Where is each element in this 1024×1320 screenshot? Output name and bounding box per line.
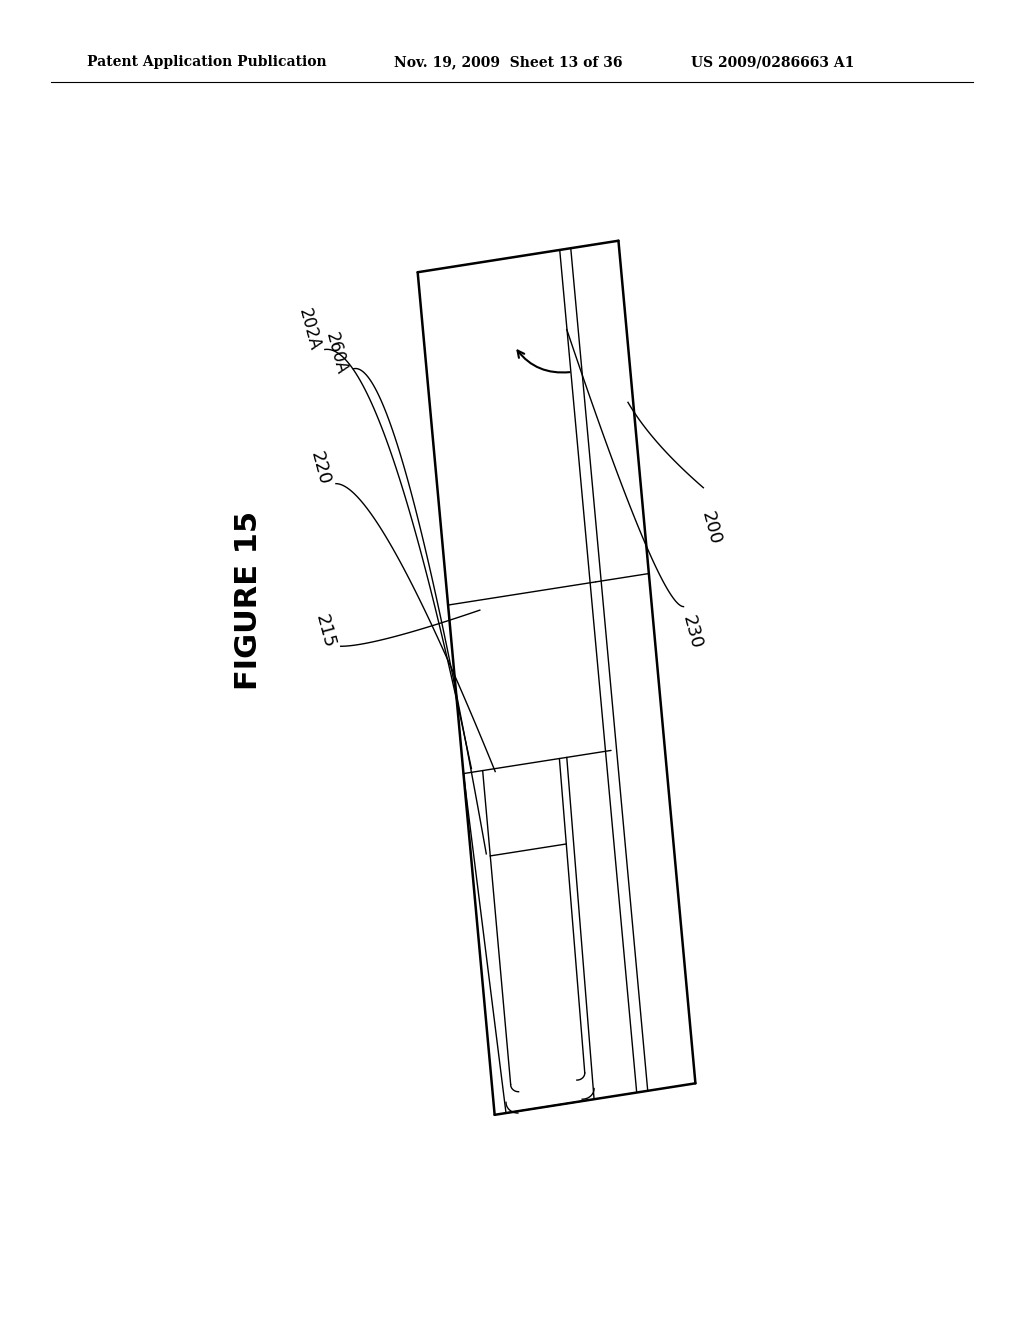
- Text: US 2009/0286663 A1: US 2009/0286663 A1: [691, 55, 855, 70]
- Text: FIGURE 15: FIGURE 15: [234, 511, 263, 690]
- Text: 202A: 202A: [295, 306, 324, 352]
- Text: Nov. 19, 2009  Sheet 13 of 36: Nov. 19, 2009 Sheet 13 of 36: [394, 55, 623, 70]
- Text: 230: 230: [678, 614, 705, 651]
- Text: 215: 215: [311, 612, 338, 649]
- Text: 260A: 260A: [322, 330, 350, 376]
- Text: 220: 220: [307, 450, 333, 487]
- Text: Patent Application Publication: Patent Application Publication: [87, 55, 327, 70]
- Text: 200: 200: [698, 510, 724, 546]
